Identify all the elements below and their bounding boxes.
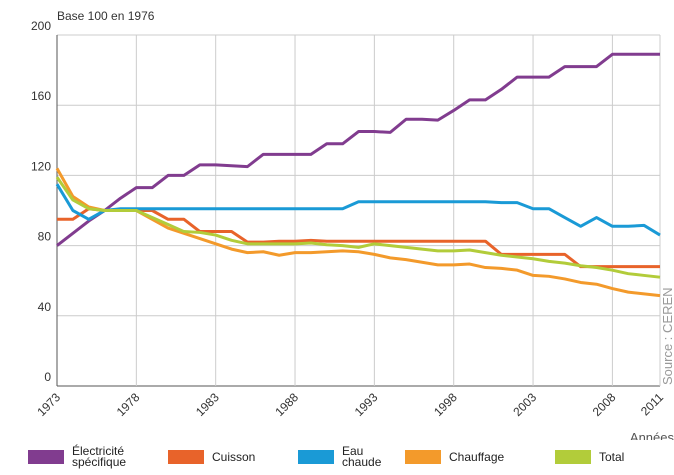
legend-label: Cuisson (212, 449, 256, 464)
legend-label: Total (599, 449, 625, 464)
x-axis-label: Années (630, 430, 674, 440)
y-tick-label: 40 (38, 300, 52, 314)
series-line (57, 207, 660, 269)
legend-swatch (405, 450, 441, 464)
chart: Base 100 en 1976 Années Source : CEREN 0… (31, 9, 674, 440)
legend-item: Chauffage (405, 442, 529, 472)
y-tick-label: 0 (44, 370, 51, 384)
y-tick-label: 160 (31, 89, 51, 103)
legend-item: Total (555, 442, 659, 472)
legend-item: Eau chaude (298, 442, 387, 472)
legend-item: Cuisson (168, 442, 282, 472)
legend-label: Eau chaude (342, 444, 382, 469)
x-tick-label: 1993 (352, 390, 381, 419)
series-line (56, 52, 660, 247)
x-tick-label: 1973 (34, 390, 63, 419)
source: Source : CEREN (660, 287, 674, 385)
x-tick-label: 2008 (590, 390, 619, 419)
y-tick-label: 80 (38, 230, 52, 244)
x-tick-label: 1983 (193, 390, 222, 419)
series-line (55, 183, 661, 237)
legend-swatch (298, 450, 334, 464)
legend-swatch (555, 450, 591, 464)
x-tick-label: 2003 (510, 390, 539, 419)
x-tick-label: 1998 (431, 390, 460, 419)
legend-label: Chauffage (449, 449, 505, 464)
x-tick-label: 2011 (638, 390, 666, 418)
x-tick-label: 1988 (272, 390, 301, 419)
series-line (55, 176, 661, 279)
y-tick-label: 200 (31, 19, 51, 33)
legend-item: Électricité spécifique (28, 442, 142, 472)
x-tick-label: 1978 (114, 390, 143, 419)
subtitle: Base 100 en 1976 (57, 9, 155, 23)
y-tick-label: 120 (31, 159, 51, 173)
legend-swatch (168, 450, 204, 464)
legend-swatch (28, 450, 64, 464)
series-line (55, 167, 661, 298)
legend-label: Électricité spécifique (72, 444, 127, 469)
